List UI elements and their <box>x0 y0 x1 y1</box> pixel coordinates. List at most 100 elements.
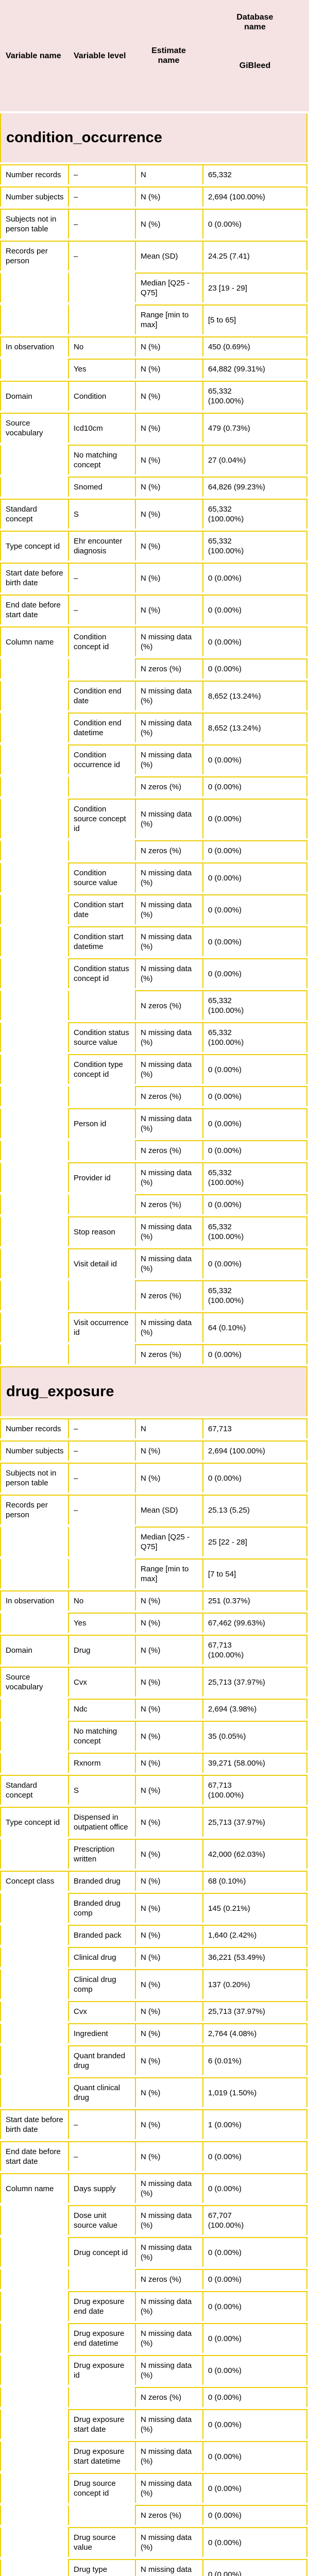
variable-level-cell: Icd10cm <box>68 413 135 443</box>
variable-name-cell <box>0 2355 68 2385</box>
estimate-name-cell: N zeros (%) <box>135 1086 202 1106</box>
variable-name-cell <box>0 1140 68 1160</box>
value-cell: 39,271 (58.00%) <box>202 1753 308 1773</box>
value-cell: 0 (0.00%) <box>202 799 308 838</box>
variable-name-cell <box>0 2045 68 2075</box>
variable-level-cell: No <box>68 1590 135 1611</box>
value-cell: 2,694 (100.00%) <box>202 1440 308 1461</box>
table-row: Number records – N 65,332 <box>0 164 308 184</box>
estimate-name-cell: N zeros (%) <box>135 2269 202 2289</box>
value-cell: 1,640 (2.42%) <box>202 1925 308 1945</box>
value-cell: 0 (0.00%) <box>202 744 308 774</box>
table-row: Standard concept S N (%) 65,332 (100.00%) <box>0 499 308 529</box>
variable-name-cell <box>0 1558 68 1588</box>
table-row: Branded pack N (%) 1,640 (2.42%) <box>0 1925 308 1945</box>
variable-name-cell <box>0 1839 68 1869</box>
estimate-name-cell: N zeros (%) <box>135 658 202 679</box>
estimate-name-cell: N (%) <box>135 2045 202 2075</box>
value-cell: 0 (0.00%) <box>202 2527 308 2557</box>
estimate-name-cell: N (%) <box>135 1590 202 1611</box>
variable-name-cell: Type concept id <box>0 531 68 561</box>
variable-name-cell <box>0 304 68 334</box>
table-row: N zeros (%) 0 (0.00%) <box>0 1140 308 1160</box>
variable-level-cell: Drug exposure start date <box>68 2409 135 2439</box>
variable-level-cell: Drug exposure id <box>68 2355 135 2385</box>
variable-name-cell <box>0 1162 68 1192</box>
value-cell: 6 (0.01%) <box>202 2045 308 2075</box>
value-cell: 0 (0.00%) <box>202 926 308 956</box>
estimate-name-cell: N (%) <box>135 2141 202 2171</box>
variable-level-cell: Cvx <box>68 1667 135 1697</box>
estimate-name-cell: N (%) <box>135 2001 202 2021</box>
value-cell: 67,707 (100.00%) <box>202 2205 308 2235</box>
value-cell: 137 (0.20%) <box>202 1969 308 1999</box>
estimate-name-cell: N zeros (%) <box>135 990 202 1020</box>
variable-name-cell <box>0 1054 68 1084</box>
table-row: Number subjects – N (%) 2,694 (100.00%) <box>0 1440 308 1461</box>
variable-name-cell <box>0 1699 68 1719</box>
value-cell: 65,332 (100.00%) <box>202 1280 308 1310</box>
value-cell: 479 (0.73%) <box>202 413 308 443</box>
value-cell: 65,332 (100.00%) <box>202 990 308 1020</box>
value-cell: 1 (0.00%) <box>202 2109 308 2139</box>
variable-level-cell: Visit occurrence id <box>68 1312 135 1342</box>
estimate-name-cell: N (%) <box>135 1635 202 1665</box>
table-body: condition_occurrence Number records – N 65,3… <box>0 113 308 2576</box>
value-cell: 25 [22 - 28] <box>202 1527 308 1556</box>
variable-level-cell: Rxnorm <box>68 1753 135 1773</box>
value-cell: 27 (0.04%) <box>202 445 308 474</box>
table-row: Branded drug comp N (%) 145 (0.21%) <box>0 1893 308 1923</box>
variable-name-cell: Column name <box>0 2173 68 2203</box>
value-cell: 0 (0.00%) <box>202 2441 308 2471</box>
table-row: N zeros (%) 0 (0.00%) <box>0 2387 308 2407</box>
variable-level-cell: Condition <box>68 381 135 411</box>
table-row: N zeros (%) 0 (0.00%) <box>0 658 308 679</box>
table-row: No matching concept N (%) 27 (0.04%) <box>0 445 308 474</box>
variable-level-cell: Condition start datetime <box>68 926 135 956</box>
value-cell: 0 (0.00%) <box>202 595 308 624</box>
estimate-name-cell: N missing data (%) <box>135 1312 202 1342</box>
variable-name-cell <box>0 990 68 1020</box>
variable-name-cell <box>0 2559 68 2576</box>
table-row: Ingredient N (%) 2,764 (4.08%) <box>0 2023 308 2043</box>
variable-name-cell <box>0 744 68 774</box>
variable-level-cell: – <box>68 1463 135 1493</box>
value-cell: 65,332 (100.00%) <box>202 1022 308 1052</box>
table-row: Condition type concept id N missing data … <box>0 1054 308 1084</box>
variable-level-cell: Yes <box>68 359 135 379</box>
value-cell: 65,332 (100.00%) <box>202 1162 308 1192</box>
variable-level-cell: Ndc <box>68 1699 135 1719</box>
variable-name-cell: Domain <box>0 1635 68 1665</box>
estimate-name-cell: N missing data (%) <box>135 1216 202 1246</box>
variable-level-cell <box>68 1527 135 1556</box>
value-cell: 0 (0.00%) <box>202 2291 308 2321</box>
table-row: Drug exposure end date N missing data (%)… <box>0 2291 308 2321</box>
variable-name-cell <box>0 2291 68 2321</box>
table-row: N zeros (%) 0 (0.00%) <box>0 2269 308 2289</box>
table-row: Drug source value N missing data (%) 0 (0.… <box>0 2527 308 2557</box>
table-row: Drug exposure id N missing data (%) 0 (0.0… <box>0 2355 308 2385</box>
value-cell: 0 (0.00%) <box>202 563 308 592</box>
estimate-name-cell: N (%) <box>135 1721 202 1751</box>
estimate-name-cell: N zeros (%) <box>135 2505 202 2525</box>
variable-name-cell <box>0 1893 68 1923</box>
variable-level-cell: Dispensed in outpatient office <box>68 1807 135 1837</box>
table-row: Prescription written N (%) 42,000 (62.03%) <box>0 1839 308 1869</box>
table-row: Clinical drug comp N (%) 137 (0.20%) <box>0 1969 308 1999</box>
table-row: End date before start date – N (%) 0 (0.00%… <box>0 2141 308 2171</box>
table-row: Dose unit source value N missing data (%)… <box>0 2205 308 2235</box>
col-header-gibleed: GiBleed <box>239 61 271 70</box>
value-cell: 0 (0.00%) <box>202 958 308 988</box>
estimate-name-cell: N (%) <box>135 209 202 239</box>
variable-name-cell: Start date before birth date <box>0 563 68 592</box>
estimate-name-cell: N (%) <box>135 1925 202 1945</box>
variable-level-cell <box>68 1558 135 1588</box>
estimate-name-cell: N (%) <box>135 1463 202 1493</box>
estimate-name-cell: N zeros (%) <box>135 776 202 796</box>
value-cell: 67,713 (100.00%) <box>202 1775 308 1805</box>
variable-level-cell: Ehr encounter diagnosis <box>68 531 135 561</box>
variable-name-cell <box>0 1108 68 1138</box>
variable-level-cell: Condition start date <box>68 894 135 924</box>
value-cell: 0 (0.00%) <box>202 658 308 679</box>
variable-name-cell <box>0 2409 68 2439</box>
